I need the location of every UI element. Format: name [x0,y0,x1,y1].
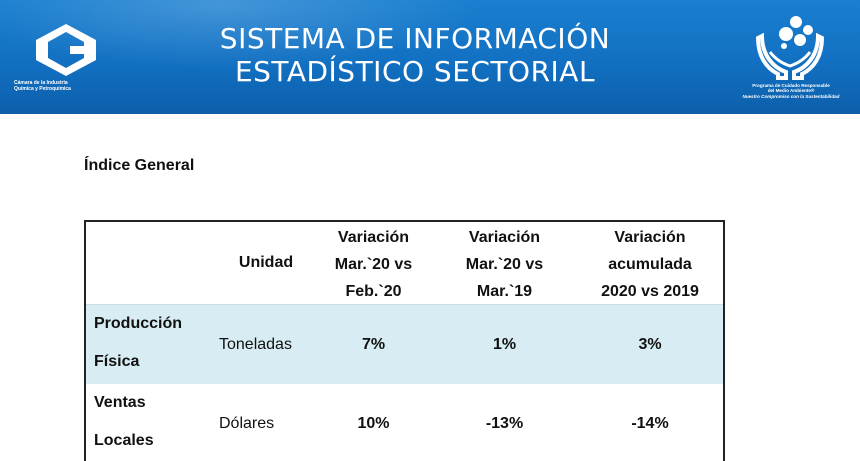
responsible-care-logo-icon [756,16,824,80]
right-logo-caption-tagline: Nuestro Compromiso con la Sustentabilida… [742,93,840,99]
column-header-var-mes: Variación Mar.`20 vs Feb.`20 [311,224,436,305]
header-line: 2020 vs 2019 [601,283,699,300]
row-var-anio: -13% [485,415,524,432]
right-logo-caption: Programa de Cuidado Responsable del Medi… [726,83,856,99]
row-label-line: Ventas [94,394,146,411]
title-line-1: SISTEMA DE INFORMACIÓN [219,22,611,55]
row-label-line: Física [94,353,140,370]
left-logo-caption-line: Cámara de la Industria [14,80,68,86]
row-label-line: Producción [94,315,183,332]
row-unidad: Toneladas [219,336,292,353]
left-logo-caption: Cámara de la Industria Química y Petroqu… [14,80,114,92]
row-var-acum: -14% [631,415,669,432]
row-label: Producción Física [94,305,209,381]
right-logo-caption-line: del Medio Ambiente® [767,88,815,94]
header-line: Variación [614,229,686,246]
header-line: Mar.`20 vs [465,256,544,273]
header-line: Variación [337,229,410,246]
row-var-acum: 3% [638,336,662,353]
header-line: Variación [468,229,541,246]
column-header-unidad: Unidad [238,254,294,271]
row-label: Ventas Locales [94,384,209,460]
column-header-var-acum: Variación acumulada 2020 vs 2019 [580,224,720,305]
ciqyp-logo-icon [36,24,96,76]
header-line: Mar.`20 vs [334,256,413,273]
page-title: SISTEMA DE INFORMACIÓN ESTADÍSTICO SECTO… [150,22,680,88]
table-row: Ventas Locales Dólares 10% -13% -14% [86,384,723,461]
row-unidad: Dólares [219,415,275,432]
table-row: Producción Física Toneladas 7% 1% 3% [86,304,723,386]
column-header-var-anio: Variación Mar.`20 vs Mar.`19 [442,224,567,305]
left-logo-caption-line: Química y Petroquímica [14,86,71,92]
row-var-mes: 7% [361,336,386,353]
row-label-line: Locales [94,432,154,449]
title-line-2: ESTADÍSTICO SECTORIAL [234,55,596,88]
header-line: Mar.`19 [476,283,533,300]
row-var-anio: 1% [492,336,517,353]
right-logo-caption-line: Programa de Cuidado Responsable [752,83,830,88]
section-title: Índice General [84,157,195,174]
header-banner: Cámara de la Industria Química y Petroqu… [0,0,860,114]
header-line: Feb.`20 [345,283,402,300]
row-var-mes: 10% [357,415,390,432]
header-line: acumulada [608,256,692,273]
indicator-table: Unidad Variación Mar.`20 vs Feb.`20 Vari… [84,220,725,461]
